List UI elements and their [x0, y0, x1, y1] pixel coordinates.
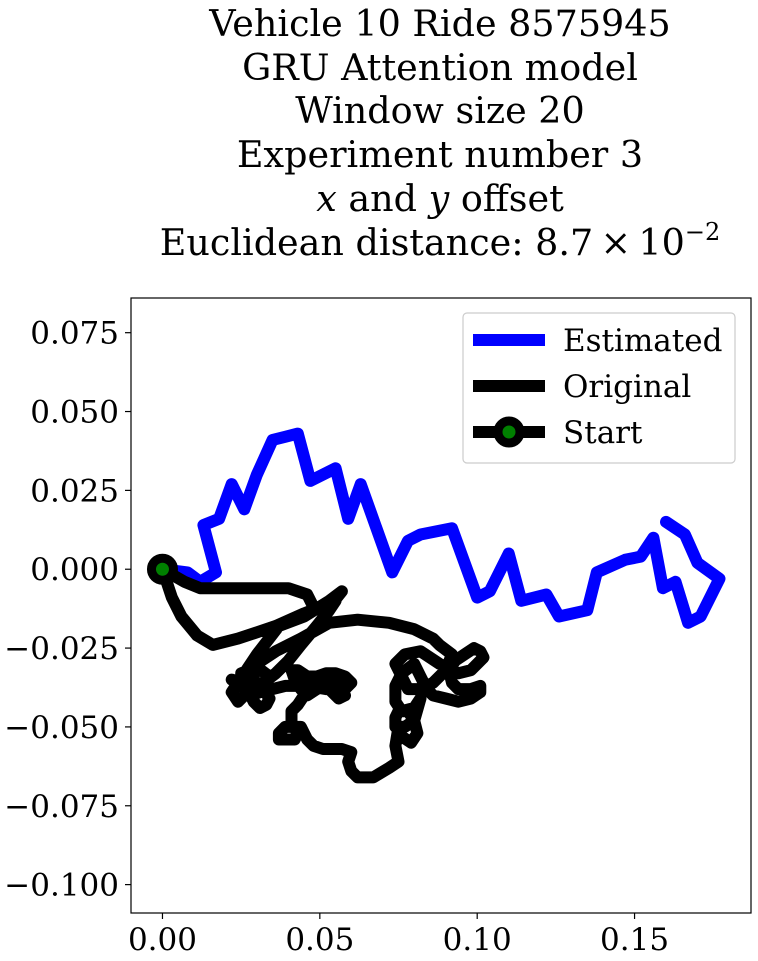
title-distance-exponent: −2: [684, 217, 721, 246]
y-tick-label: 0.025: [30, 473, 119, 509]
title-line-model: GRU Attention model: [242, 45, 638, 89]
title-line-distance: Euclidean distance: 8.7 × 10−2: [0, 217, 758, 265]
x-tick-label: 0.00: [128, 922, 197, 958]
y-tick-label: 0.075: [30, 316, 119, 352]
title-line-vehicle: Vehicle 10 Ride 8575945: [209, 2, 671, 45]
y-tick-label: 0.000: [30, 552, 119, 588]
title-line-experiment: Experiment number 3: [236, 133, 644, 177]
legend-estimated-label: Estimated: [563, 323, 722, 359]
y-tick-label: −0.100: [4, 868, 119, 904]
series-line-estimated: [156, 427, 726, 629]
y-tick-label: 0.050: [30, 395, 119, 431]
y-tick-label: −0.025: [4, 631, 119, 667]
chart-title: Vehicle 10 Ride 8575945 GRU Attention mo…: [0, 2, 758, 264]
title-y-symbol: y: [428, 176, 450, 220]
y-tick-label: −0.050: [4, 710, 119, 746]
legend-start-label: Start: [563, 415, 643, 451]
x-tick-label: 0.10: [443, 922, 512, 958]
y-tick-label: −0.075: [4, 789, 119, 825]
x-tick-label: 0.05: [285, 922, 354, 958]
x-tick-label: 0.15: [600, 922, 669, 958]
tick-layer: 0.00 0.05 0.10 0.15 0.075 0.050 0.025 0.000 −0.0…: [4, 316, 669, 958]
title-line-window: Window size 20: [295, 89, 585, 133]
legend: Estimated Original Start: [462, 312, 736, 464]
start-marker: [146, 553, 178, 585]
legend-box: [462, 312, 736, 464]
title-line-offset: x and y offset: [0, 177, 758, 221]
title-and-word: and: [336, 176, 429, 220]
legend-start-marker: [493, 416, 525, 448]
title-x-symbol: x: [316, 176, 337, 220]
series-layer: [146, 427, 726, 784]
series-line-original: [156, 563, 490, 784]
title-offset-word: offset: [449, 176, 564, 220]
legend-original-label: Original: [563, 369, 691, 405]
axes-frame: [130, 297, 752, 914]
title-distance-value: Euclidean distance: 8.7 × 10: [159, 220, 685, 264]
